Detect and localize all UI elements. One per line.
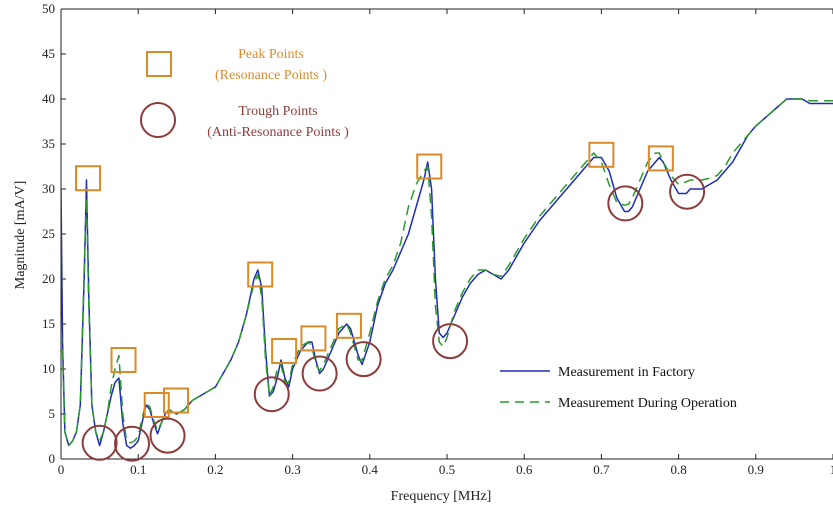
trough-point-marker [149, 417, 186, 454]
trough-point-marker [253, 376, 290, 413]
x-tick-label: 0.8 [670, 462, 686, 477]
y-tick-label: 0 [49, 451, 56, 466]
y-tick-label: 20 [42, 271, 55, 286]
x-tick-label: 0.7 [593, 462, 610, 477]
peak-point-marker [300, 325, 327, 352]
peak-point-marker [416, 153, 443, 180]
peak-point-marker [143, 392, 170, 418]
legend-label-factory: Measurement in Factory [558, 365, 695, 380]
trough-point-marker [669, 173, 706, 210]
y-tick-label: 35 [42, 136, 55, 151]
y-tick-label: 50 [42, 1, 55, 16]
x-tick-label: 0 [58, 462, 65, 477]
peak-key-title: Peak Points [238, 47, 304, 62]
y-axis-title: Magnitude [mA/V] [13, 181, 28, 289]
trough-key-circle [140, 102, 176, 138]
y-tick-label: 5 [49, 406, 56, 421]
marker-layer [75, 141, 706, 462]
legend: Measurement in Factory Measurement Durin… [500, 365, 737, 411]
trough-point-marker [301, 355, 338, 392]
x-tick-label: 0.5 [439, 462, 455, 477]
series-line-factory [61, 98, 833, 449]
x-axis-ticks: 0 0.1 0.2 0.3 0.4 0.5 0.6 0.7 0.8 0.9 1 [58, 9, 833, 477]
legend-label-operation: Measurement During Operation [558, 396, 737, 411]
x-tick-label: 1 [830, 462, 833, 477]
y-tick-label: 15 [42, 316, 55, 331]
trough-key-title: Trough Points [238, 104, 317, 119]
y-tick-label: 30 [42, 181, 55, 196]
peak-point-marker [335, 312, 362, 339]
x-tick-label: 0.1 [130, 462, 146, 477]
x-tick-label: 0.6 [516, 462, 533, 477]
peak-key-subtitle: (Resonance Points ) [215, 68, 327, 83]
trough-point-marker [432, 323, 469, 360]
peak-point-marker [247, 261, 274, 288]
x-tick-label: 0.9 [748, 462, 764, 477]
x-axis-title: Frequency [MHz] [391, 489, 492, 504]
peak-point-marker [163, 387, 190, 414]
trough-point-marker [81, 424, 118, 461]
peak-point-marker [647, 145, 674, 172]
peak-point-marker [110, 347, 137, 373]
y-tick-label: 45 [42, 46, 55, 61]
y-tick-label: 10 [42, 361, 55, 376]
trough-key-subtitle: (Anti-Resonance Points ) [207, 125, 349, 140]
trough-point-marker [114, 425, 151, 462]
x-tick-label: 0.4 [362, 462, 379, 477]
peak-point-marker [271, 338, 298, 364]
peak-point-marker [588, 141, 615, 168]
peak-key-square [146, 51, 172, 77]
peak-point-marker [75, 165, 102, 192]
series-line-operation [61, 98, 833, 447]
y-tick-label: 40 [42, 91, 55, 106]
trough-point-marker [607, 185, 644, 222]
y-tick-label: 25 [42, 226, 55, 241]
x-tick-label: 0.3 [284, 462, 300, 477]
annotation-key: Peak Points (Resonance Points ) Trough P… [140, 47, 349, 140]
series-layer [61, 98, 833, 449]
plot-frame [60, 8, 833, 460]
x-tick-label: 0.2 [207, 462, 223, 477]
y-axis-ticks: 0 5 10 15 20 25 30 35 40 45 50 [42, 1, 66, 466]
trough-point-marker [345, 341, 382, 378]
